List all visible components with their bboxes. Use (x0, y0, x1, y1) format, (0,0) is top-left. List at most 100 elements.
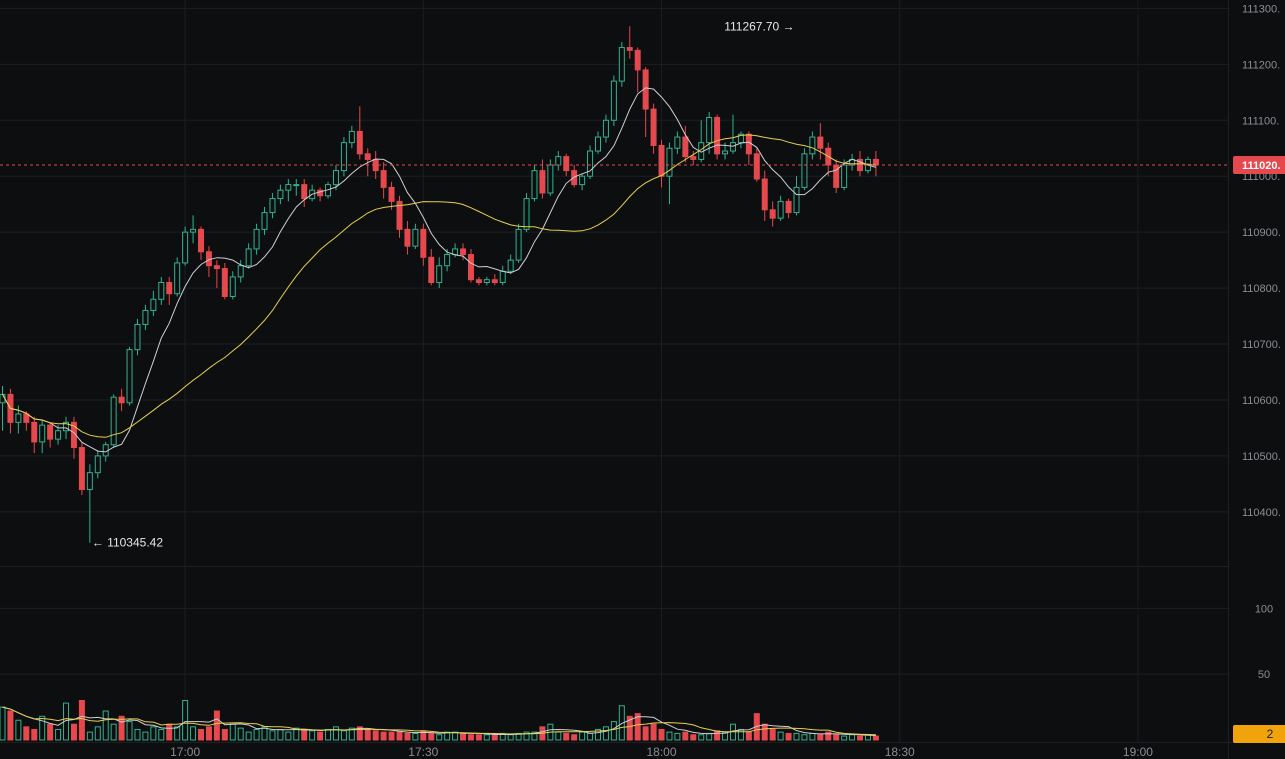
candle-body (198, 228, 204, 253)
volume-bar (674, 732, 681, 741)
candle-body (467, 254, 474, 281)
candles-layer (0, 26, 879, 543)
volume-bar (31, 728, 38, 741)
volume-bar (277, 728, 284, 741)
volume-bar (436, 734, 443, 741)
volume-bar (198, 728, 204, 741)
volume-bar (428, 732, 435, 741)
volume-bar (467, 734, 474, 741)
candle-body (650, 108, 657, 146)
volume-bar (706, 732, 713, 741)
low-price-annotation: ← 110345.42 (92, 535, 163, 549)
volume-ma-slow-line (2, 706, 876, 736)
volume-tick-label: 50 (1258, 669, 1270, 681)
candle-body (595, 136, 601, 152)
ma-slow-line (2, 134, 876, 438)
volume-bar (340, 730, 347, 741)
time-tick-label: 19:00 (1123, 745, 1153, 759)
volume-bar (150, 726, 157, 741)
volume-bar (245, 731, 252, 741)
volume-bar (118, 715, 125, 741)
volume-bar (841, 735, 848, 741)
candle-body (348, 130, 355, 144)
volume-bar (7, 710, 14, 741)
volume-bar (610, 721, 617, 741)
candle-body (277, 189, 284, 200)
candle-body (396, 200, 403, 230)
candle-body (587, 150, 594, 177)
volume-bar (380, 731, 387, 741)
volume-bar (761, 723, 768, 741)
time-tick-label: 18:30 (885, 745, 915, 759)
candle-body (63, 421, 70, 432)
candle-body (190, 228, 197, 233)
volume-bar (404, 732, 411, 741)
candle-body (785, 200, 792, 214)
candle-body (332, 170, 339, 186)
candle-body (753, 153, 760, 180)
price-tick-label: 110800. (1242, 283, 1281, 295)
candle-body (126, 349, 133, 404)
volume-pane (0, 700, 879, 741)
volume-bar (531, 731, 538, 741)
volume-bar (47, 723, 54, 741)
candle-body (483, 279, 490, 284)
volume-bar (229, 723, 236, 741)
price-tick-label: 111100. (1242, 115, 1279, 127)
annotations: 111020. 2 111267.70 → ← 110345.42 (0, 19, 1285, 743)
volume-bar (332, 726, 339, 741)
candle-body (174, 262, 181, 295)
volume-bar (602, 726, 609, 741)
high-price-annotation: 111267.70 → (724, 19, 794, 33)
price-tick-label: 111200. (1242, 59, 1280, 71)
time-tick-label: 17:00 (170, 745, 200, 759)
volume-bar (714, 730, 721, 741)
candle-body (39, 424, 46, 443)
volume-bar (777, 731, 784, 741)
volume-bar (475, 734, 482, 741)
candle-body (213, 265, 220, 270)
candle-body (563, 156, 570, 172)
candle-body (261, 212, 268, 230)
volume-bar (134, 728, 141, 741)
time-axis-border (0, 742, 1285, 743)
price-axis-border (1228, 0, 1229, 759)
price-tick-label: 111300. (1242, 3, 1280, 15)
candle-body (523, 198, 530, 230)
volume-bar (285, 731, 292, 741)
volume-bar (658, 728, 665, 741)
volume-bar (55, 728, 62, 741)
candle-body (31, 421, 38, 443)
volume-bar (769, 728, 776, 741)
candle-body (745, 133, 752, 155)
volume-bar (571, 734, 578, 741)
last-volume-label: 2 (1267, 727, 1274, 741)
candle-body (245, 248, 252, 267)
candle-body (15, 413, 22, 423)
volume-bar (0, 706, 6, 741)
candle-body (761, 178, 768, 211)
candle-body (86, 472, 93, 490)
volume-bar (452, 731, 459, 741)
last-volume-badge (1233, 725, 1285, 743)
volume-bar (102, 710, 109, 741)
volume-bar (269, 730, 276, 741)
volume-bar (15, 719, 22, 741)
candle-body (682, 136, 689, 158)
volume-bar (301, 728, 308, 741)
volume-bar (587, 732, 594, 741)
volume-bar (356, 726, 363, 741)
last-price-label: 111020. (1242, 160, 1281, 172)
volume-bar (737, 728, 744, 741)
candle-body (158, 282, 165, 300)
volume-bar (507, 734, 514, 741)
volume-bar (690, 734, 697, 741)
volume-bar (523, 731, 530, 741)
volume-bar (174, 726, 181, 741)
candle-body (714, 116, 721, 155)
candle-body (539, 170, 546, 194)
candle-body (793, 186, 800, 214)
candle-body (602, 119, 609, 138)
